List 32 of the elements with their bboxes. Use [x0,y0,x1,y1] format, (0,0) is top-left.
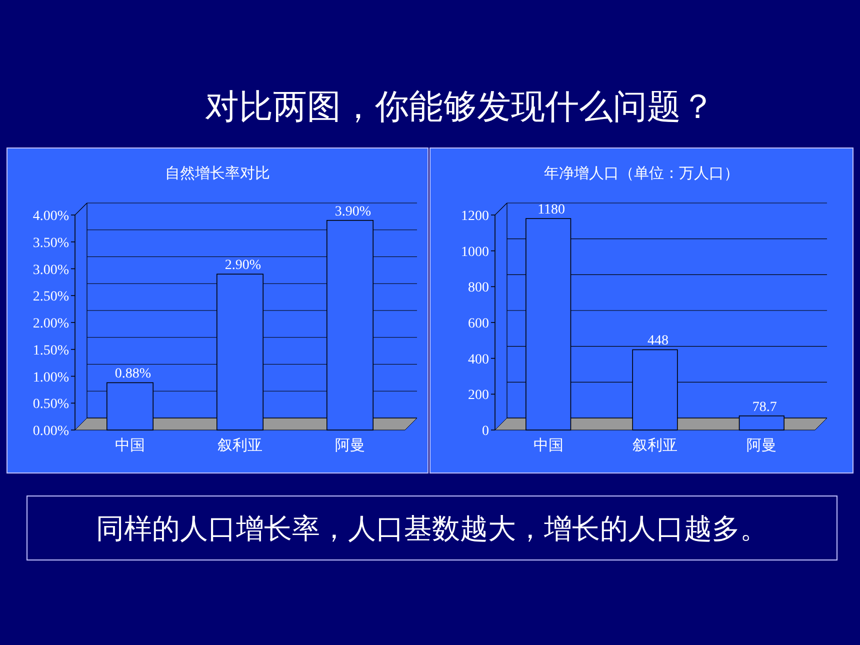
y-tick-label: 2.50% [32,290,70,305]
y-tick-label: 200 [468,388,489,404]
x-tick-label: 叙利亚 [218,437,262,454]
y-tick-label: 4.00% [32,209,70,224]
y-tick-label: 600 [468,316,489,332]
x-tick-label: 中国 [533,437,564,454]
y-tick-label: 1.00% [32,370,70,386]
x-tick-label: 阿曼 [335,438,365,454]
y-tick-label: 1.50% [32,343,70,358]
y-tick-label: 400 [468,352,489,368]
text: 同样的人口增长率，人口基数越大，增长的人口越多。 [96,514,768,545]
x-tick-label: 叙利亚 [632,437,678,454]
y-tick-label: 3.50% [32,236,70,251]
x-tick-label: 中国 [115,437,145,454]
y-tick-label: 0.50% [32,397,70,412]
y-tick-label: 0 [482,424,489,439]
y-tick-label: 0.00% [32,424,70,439]
data-label: 448 [648,334,668,349]
data-label: 78.7 [752,400,777,415]
chart-title: 年净增人口（单位：万人口） [544,165,739,182]
y-tick-label: 2.00% [32,316,70,332]
x-tick-label: 阿曼 [746,438,777,454]
y-tick-label: 3.00% [32,262,70,278]
chart-title: 自然增长率对比 [165,165,270,182]
y-tick-label: 1200 [461,209,489,224]
data-label: 2.90% [224,258,262,274]
text: 对比两图，你能够发现什么问题？ [205,89,715,126]
data-label: 1180 [538,202,566,218]
y-tick-label: 1000 [461,244,489,260]
data-label: 0.88% [114,366,152,382]
data-label: 3.90% [334,204,372,220]
y-tick-label: 800 [468,280,489,296]
